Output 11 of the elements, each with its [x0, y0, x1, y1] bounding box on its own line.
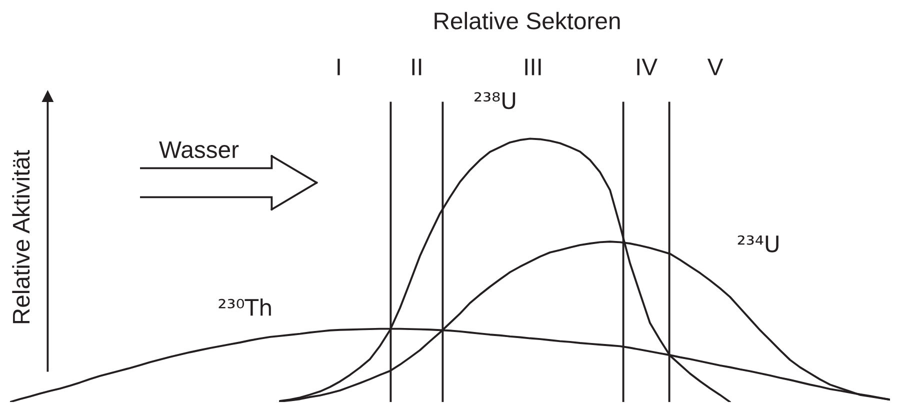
text: II — [412, 58, 422, 76]
chart-title: Relative Sektoren — [434, 12, 620, 30]
series-label: ²³⁰Th — [218, 298, 271, 316]
text: IV — [637, 58, 658, 76]
annotation: Wasser — [159, 141, 239, 158]
text: V — [707, 58, 724, 76]
y-axis-title: Relative Aktivität — [12, 150, 30, 324]
text: III — [525, 58, 541, 76]
series-label: ²³⁸U — [474, 92, 516, 110]
text: I — [338, 58, 340, 76]
series-label: ²³⁴U — [738, 235, 778, 252]
